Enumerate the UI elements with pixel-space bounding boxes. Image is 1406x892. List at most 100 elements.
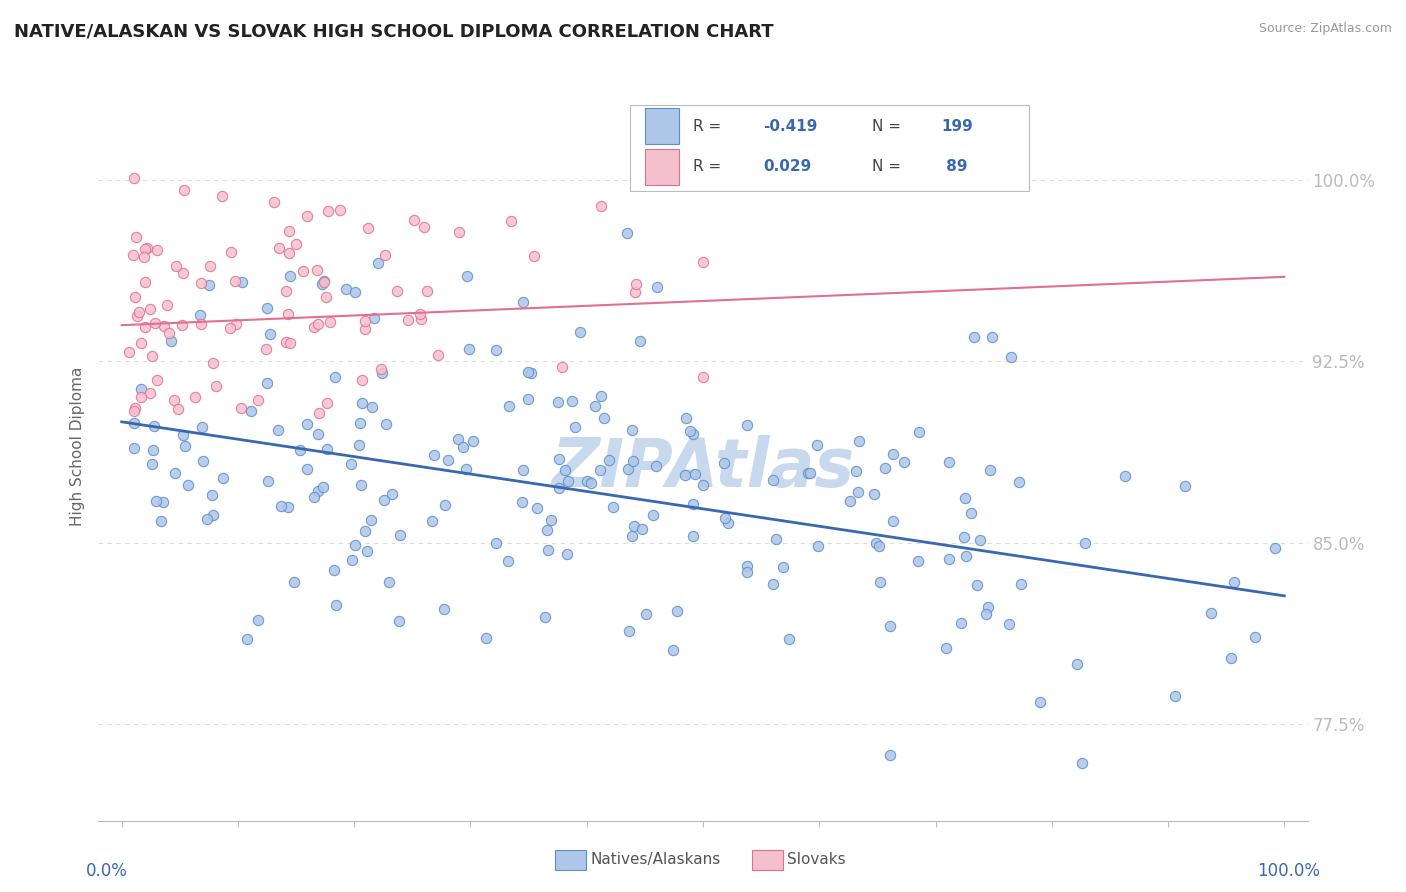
Point (374, 248, 396, 262)
Point (191, 454, 214, 468)
Point (475, 632, 498, 646)
Point (520, 366, 543, 380)
Text: R =: R = (693, 119, 727, 134)
Point (765, 533, 787, 547)
Point (624, 277, 647, 292)
Point (516, 392, 538, 406)
Point (198, 259, 221, 273)
Point (564, 420, 586, 434)
Point (155, 298, 177, 312)
Point (173, 183, 195, 197)
Point (312, 480, 335, 494)
Text: N =: N = (872, 119, 905, 134)
Point (204, 379, 226, 393)
Point (134, 276, 156, 290)
Point (1164, 690, 1187, 704)
Point (661, 643, 683, 657)
Point (277, 500, 299, 514)
Point (385, 284, 408, 298)
Point (523, 249, 546, 263)
Point (420, 514, 443, 528)
Point (621, 423, 644, 437)
Point (325, 370, 347, 384)
Point (153, 319, 176, 334)
Text: 100.0%: 100.0% (1257, 862, 1320, 880)
Point (131, 336, 153, 351)
Point (360, 400, 382, 414)
Point (713, 456, 735, 470)
Point (190, 276, 212, 290)
Point (347, 438, 370, 452)
Text: Slovaks: Slovaks (787, 853, 846, 867)
Point (879, 747, 901, 762)
Point (188, 308, 211, 322)
Point (461, 434, 484, 449)
Point (219, 244, 242, 259)
Point (256, 301, 278, 315)
Point (357, 221, 380, 235)
Point (453, 440, 475, 454)
Point (270, 499, 292, 513)
Point (673, 468, 696, 483)
Point (966, 578, 988, 592)
Text: Source: ZipAtlas.com: Source: ZipAtlas.com (1258, 22, 1392, 36)
Point (276, 284, 298, 298)
Point (675, 411, 697, 425)
Point (122, 248, 145, 262)
Point (143, 317, 166, 331)
Point (583, 399, 606, 413)
Point (447, 225, 470, 239)
Point (314, 275, 336, 289)
Point (1066, 657, 1088, 671)
Point (263, 195, 285, 210)
Point (621, 529, 644, 543)
Point (589, 389, 612, 403)
Point (977, 600, 1000, 615)
Point (344, 538, 367, 552)
Point (512, 295, 534, 310)
Y-axis label: High School Diploma: High School Diploma (69, 367, 84, 525)
Point (132, 250, 155, 264)
Point (952, 530, 974, 544)
Point (254, 342, 277, 356)
Point (315, 290, 337, 304)
Point (363, 311, 385, 326)
Point (980, 330, 1002, 344)
Point (645, 280, 668, 294)
Point (142, 443, 165, 458)
Point (456, 269, 478, 284)
Point (434, 498, 457, 512)
Text: 199: 199 (941, 119, 973, 134)
Point (201, 355, 224, 369)
Point (412, 219, 434, 234)
Point (247, 613, 270, 627)
Point (165, 259, 187, 273)
Point (353, 314, 375, 328)
Point (1007, 475, 1029, 489)
Point (778, 632, 800, 647)
Point (1222, 575, 1244, 590)
Point (118, 345, 141, 359)
Point (307, 427, 329, 442)
Point (1074, 535, 1097, 549)
Point (547, 452, 569, 467)
Point (807, 539, 830, 553)
Point (643, 508, 665, 523)
Point (128, 305, 150, 319)
Point (211, 188, 233, 202)
Point (534, 609, 557, 624)
Point (846, 485, 869, 500)
Point (682, 498, 704, 512)
Point (454, 461, 477, 475)
Point (167, 401, 190, 416)
Point (499, 214, 522, 228)
Point (415, 284, 437, 298)
Point (537, 543, 560, 558)
Point (201, 508, 224, 522)
Point (496, 554, 519, 568)
Point (124, 441, 146, 455)
Point (845, 464, 868, 478)
Point (540, 513, 562, 527)
Point (278, 336, 301, 351)
Point (318, 204, 340, 219)
